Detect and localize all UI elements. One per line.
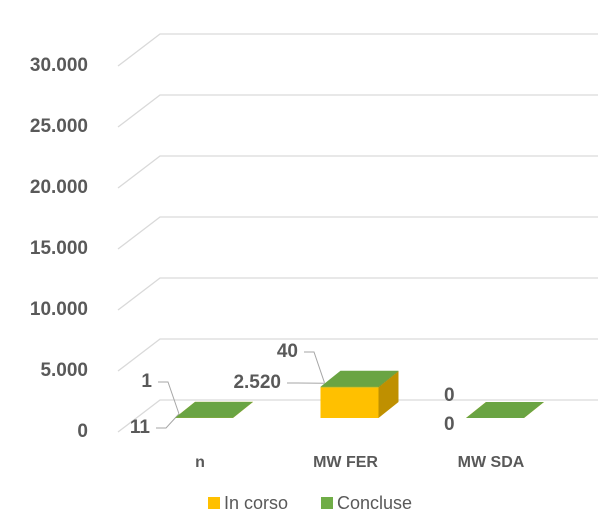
legend-label: In corso [224, 493, 288, 513]
bar-top [175, 401, 253, 418]
leader-line [156, 413, 180, 429]
bar-side [233, 401, 253, 418]
y-tick-label: 5.000 [40, 360, 88, 381]
x-tick-label: MW SDA [458, 454, 525, 471]
data-label: 0 [444, 414, 455, 435]
x-tick-label: n [195, 454, 205, 471]
bar-top [466, 402, 544, 418]
data-label: 0 [444, 385, 455, 406]
bar-top [320, 370, 399, 387]
data-label: 2.520 [233, 372, 281, 393]
y-tick-label: 20.000 [30, 177, 88, 198]
bar-front [320, 387, 379, 418]
legend-swatch [208, 497, 220, 509]
data-label: 40 [277, 341, 298, 362]
y-tick-label: 15.000 [30, 238, 88, 259]
grid-line [117, 216, 598, 250]
grid-line [117, 33, 598, 67]
bar-side [378, 370, 399, 388]
y-tick-label: 30.000 [30, 55, 88, 76]
leader-line [158, 381, 180, 415]
grid-line [117, 155, 598, 189]
y-tick-label: 0 [77, 421, 88, 442]
y-tick-label: 25.000 [30, 116, 88, 137]
legend-swatch [321, 497, 333, 509]
grid-line [117, 399, 598, 433]
bar-side [233, 401, 253, 418]
leader-line [304, 351, 325, 383]
grid-line [117, 338, 598, 372]
y-tick-label: 10.000 [30, 299, 88, 320]
grid-line [117, 277, 598, 311]
data-label: 11 [130, 417, 151, 438]
bar-side [378, 371, 399, 418]
x-tick-label: MW FER [313, 454, 378, 471]
legend-label: Concluse [337, 493, 412, 513]
data-label: 1 [141, 371, 152, 392]
grid-line [117, 94, 598, 128]
